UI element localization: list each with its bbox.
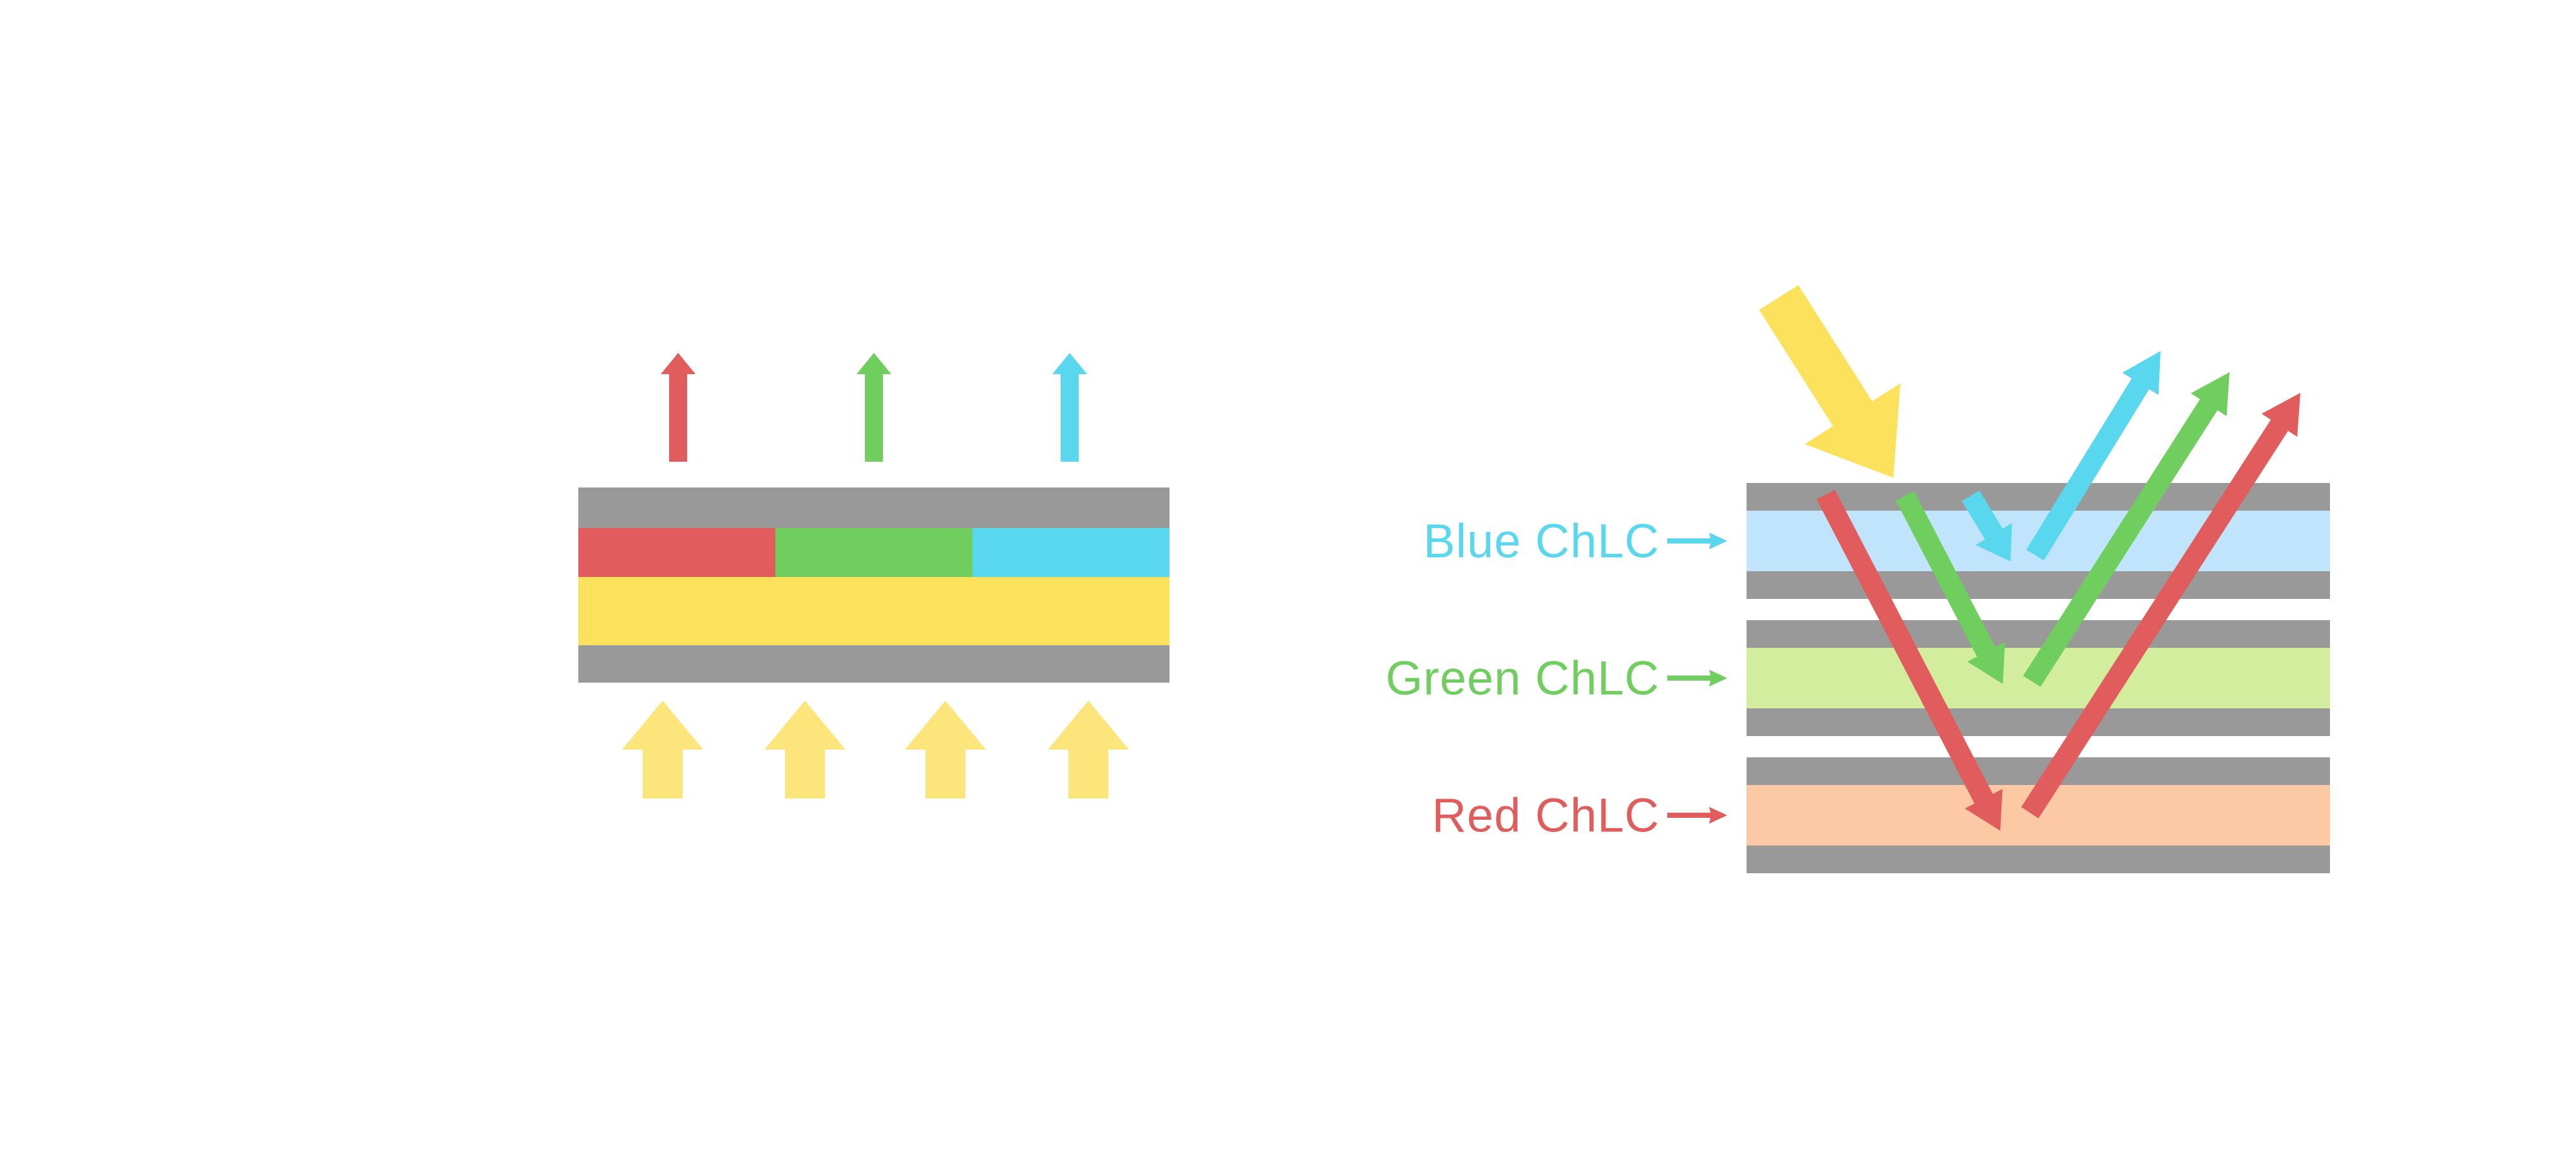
red-light-down-arrow-icon [1816, 489, 2003, 831]
green-light-down-arrow-icon [1895, 491, 2005, 684]
emitted-blue-light-arrow-icon [1052, 353, 1087, 462]
red-chlc-label: Red ChLC [1432, 789, 1660, 842]
backlight-arrow-icon-1 [622, 701, 703, 799]
green-chlc-label: Green ChLC [1386, 652, 1660, 705]
red-cell-top-substrate [1747, 757, 2330, 785]
blue-cell-bottom-substrate [1747, 571, 2330, 599]
color-filter-green-segment [775, 528, 972, 577]
backlight-arrow-icon-2 [764, 701, 846, 799]
color-filter-blue-segment [972, 528, 1170, 577]
green-chlc-pointer-arrow-icon [1667, 670, 1727, 686]
left-stack-bottom-substrate [578, 645, 1170, 683]
left-stack-top-substrate [578, 487, 1170, 528]
emitted-green-light-arrow-icon [857, 353, 891, 462]
backlight-arrow-icon-4 [1048, 701, 1129, 799]
green-cell-top-substrate [1747, 620, 2330, 648]
red-light-reflected-arrow-icon [2021, 393, 2300, 818]
blue-light-down-arrow-icon [1962, 490, 2012, 562]
blue-chlc-pointer-arrow-icon [1667, 533, 1727, 549]
backlight-arrow-icon-3 [905, 701, 986, 799]
right-diagram-chlc-stack: Blue ChLC Green ChLC Red ChLC [1386, 285, 2330, 873]
green-cell-bottom-substrate [1747, 708, 2330, 736]
blue-chlc-label: Blue ChLC [1423, 515, 1660, 568]
green-light-reflected-arrow-icon [2023, 372, 2230, 687]
red-chlc-pointer-arrow-icon [1667, 807, 1727, 824]
blue-light-reflected-arrow-icon [2026, 351, 2161, 561]
emitted-red-light-arrow-icon [661, 353, 696, 462]
color-filter-red-segment [578, 528, 775, 577]
left-diagram-color-filter-stack [578, 353, 1170, 799]
left-stack-backlight-layer [578, 577, 1170, 645]
red-cell-bottom-substrate [1747, 846, 2330, 873]
incident-light-arrow-icon [1759, 285, 1900, 478]
